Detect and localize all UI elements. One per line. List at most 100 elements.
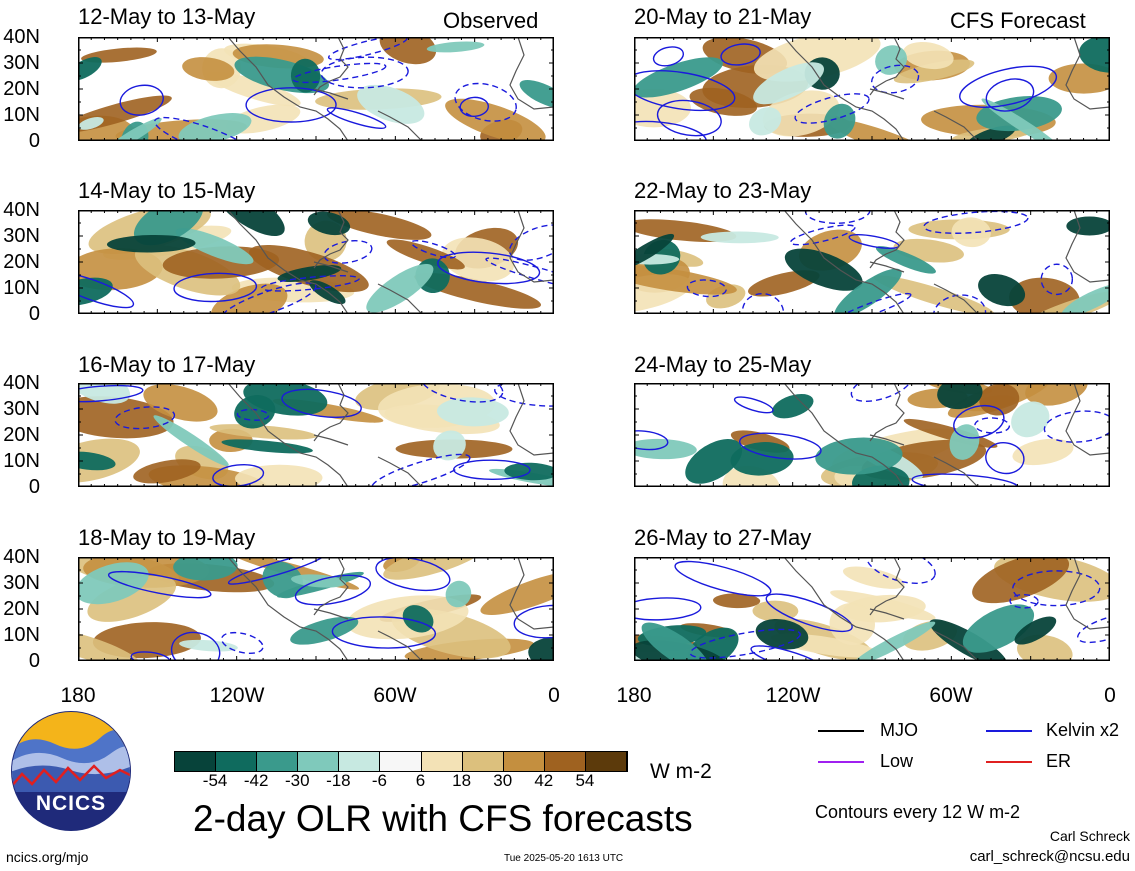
colorbar-tick: -54	[202, 771, 228, 790]
y-tick: 40N	[3, 26, 40, 48]
negative-anomaly	[504, 462, 554, 481]
negative-anomaly	[1078, 37, 1110, 73]
negative-anomaly	[1014, 616, 1057, 645]
coastline	[783, 557, 1110, 661]
y-tick: 10N	[3, 450, 40, 472]
positive-anomaly	[1012, 438, 1074, 466]
negative-anomaly	[730, 442, 794, 476]
y-tick: 30N	[3, 398, 40, 420]
colorbar-tick: -18	[326, 771, 351, 790]
kelvin-contour	[326, 107, 387, 129]
coastline	[227, 383, 554, 487]
colorbar-swatch	[421, 752, 463, 771]
kelvin-contour	[985, 442, 1025, 475]
x-tick: 120W	[209, 684, 265, 707]
positive-anomaly	[235, 464, 323, 487]
author: Carl Schreck	[1049, 828, 1130, 844]
kelvin-contour	[220, 631, 264, 654]
map-plot	[78, 557, 554, 661]
kelvin-legend-line	[986, 730, 1032, 732]
negative-anomaly	[78, 277, 113, 306]
colorbar-swatch	[339, 752, 381, 771]
kelvin-contour	[923, 210, 1029, 234]
panel-title: 26-May to 27-May	[634, 525, 812, 550]
kelvin-contour	[1043, 410, 1110, 443]
negative-anomaly	[445, 580, 472, 608]
positive-anomaly	[327, 210, 432, 240]
kelvin-contour	[227, 557, 326, 585]
kelvin-contour	[130, 651, 171, 661]
negative-anomaly	[106, 235, 196, 253]
negative-anomaly	[753, 62, 824, 105]
kelvin-contour	[741, 292, 785, 314]
negative-anomaly	[78, 451, 116, 471]
ncics-logo: NCICS	[10, 710, 132, 832]
negative-anomaly	[755, 618, 809, 650]
kelvin-contour	[739, 432, 822, 460]
negative-anomaly	[852, 621, 936, 661]
y-tick: 20N	[3, 424, 40, 446]
positive-anomaly	[78, 396, 174, 439]
kelvin-contour	[985, 78, 1035, 112]
kelvin-contour	[656, 99, 722, 137]
positive-anomaly	[842, 566, 905, 589]
colorbar-tick: -30	[284, 771, 310, 790]
panel-title: 18-May to 19-May	[78, 525, 256, 550]
negative-anomaly	[307, 211, 351, 236]
y-tick: 30N	[3, 225, 40, 247]
colorbar-swatch	[257, 752, 299, 771]
site-link[interactable]: ncics.org/mjo	[6, 849, 89, 865]
kelvin-contour	[953, 404, 1005, 439]
y-tick: 20N	[3, 78, 40, 100]
legend-label: MJO	[880, 720, 918, 740]
negative-anomaly	[277, 264, 342, 282]
negative-anomaly	[962, 604, 1035, 653]
kelvin-contour	[932, 294, 987, 314]
map-plot	[78, 210, 554, 314]
positive-anomaly	[1025, 383, 1088, 406]
negative-anomaly	[78, 117, 104, 130]
y-tick: 30N	[3, 52, 40, 74]
panel-title: 24-May to 25-May	[634, 352, 812, 377]
email: carl_schreck@ncsu.edu	[969, 848, 1130, 865]
kelvin-contour	[371, 453, 471, 487]
kelvin-contour	[459, 96, 489, 118]
contour-note: Contours every 12 W m-2	[815, 802, 1021, 822]
panel-title: 14-May to 15-May	[78, 178, 256, 203]
positive-anomaly	[143, 384, 218, 422]
negative-anomaly	[749, 107, 782, 136]
kelvin-contour	[485, 257, 554, 291]
negative-anomaly	[290, 58, 321, 93]
kelvin-contour	[634, 430, 669, 451]
positive-anomaly	[873, 275, 995, 314]
positive-anomaly	[979, 383, 1020, 416]
y-tick: 20N	[3, 251, 40, 273]
colorbar-tick: 30	[493, 771, 513, 790]
negative-anomaly	[700, 231, 779, 244]
kelvin-contour	[107, 570, 212, 599]
x-tick: 0	[1104, 684, 1116, 707]
positive-anomaly	[903, 41, 954, 70]
kelvin-contour	[634, 597, 702, 621]
colorbar-swatch	[380, 752, 422, 771]
kelvin-contour	[850, 383, 913, 402]
kelvin-contour	[454, 82, 517, 122]
kelvin-contour	[508, 224, 554, 261]
y-tick: 0	[28, 650, 40, 672]
negative-anomaly	[784, 248, 863, 291]
legend-label: Kelvin x2	[1046, 720, 1120, 740]
logo-text: NCICS	[35, 792, 107, 815]
coastline	[783, 383, 1110, 487]
colorbar-swatch	[585, 752, 628, 771]
kelvin-contour	[260, 275, 360, 292]
negative-anomaly	[178, 113, 252, 141]
kelvin-contour	[652, 46, 685, 67]
negative-anomaly	[433, 430, 466, 461]
kelvin-contour	[170, 631, 221, 661]
negative-anomaly	[815, 437, 903, 475]
kelvin-contour	[292, 62, 387, 84]
kelvin-contour	[78, 384, 144, 403]
kelvin-contour	[1077, 614, 1110, 644]
negative-anomaly	[78, 562, 149, 605]
x-tick: 60W	[929, 684, 973, 707]
